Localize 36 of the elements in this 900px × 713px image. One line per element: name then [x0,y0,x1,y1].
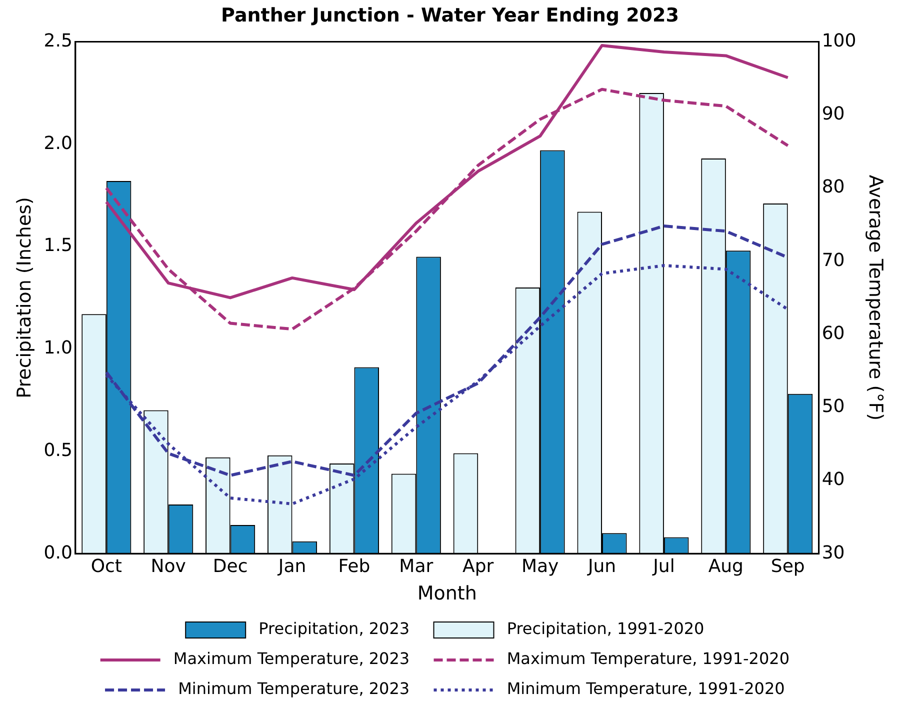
y-tick-label: 0.0 [44,542,72,564]
x-tick-label: Mar [399,556,434,578]
y2-tick-label: 50 [822,396,845,418]
y2-axis-title: Average Temperature (°F) [864,174,887,421]
x-tick-label: Sep [770,556,805,578]
legend-label: Maximum Temperature, 1991-2020 [502,649,800,668]
x-tick-label: Feb [338,556,370,578]
x-tick-label: Dec [212,556,248,578]
y2-tick-label: 60 [822,322,845,344]
x-tick-label: Jun [586,556,616,578]
chart-title: Panther Junction - Water Year Ending 2023 [221,4,679,26]
y2-tick-label: 90 [822,104,845,125]
y2-tick-label: 80 [822,176,845,198]
legend-label: Precipitation, 1991-2020 [502,619,714,638]
y-tick-label: 2.0 [44,132,72,154]
y-tick-label: 1.5 [44,235,72,256]
y2-tick-label: 70 [822,250,845,271]
y-tick-label: 1.0 [44,338,72,359]
x-tick-label: Jul [652,556,675,578]
legend-label: Minimum Temperature, 1991-2020 [502,679,795,698]
x-tick-label: Oct [90,556,122,578]
x-tick-label: May [521,556,560,578]
y-tick-label: 2.5 [44,30,72,52]
y2-tick-label: 30 [822,542,845,564]
x-tick-label: Jan [277,556,306,578]
legend-label: Minimum Temperature, 2023 [173,679,420,698]
x-tick-label: Aug [708,556,744,578]
y2-tick-label: 40 [822,469,845,490]
y-axis-title: Precipitation (Inches) [13,197,36,398]
x-axis-title: Month [417,582,477,605]
x-tick-label: Nov [150,556,186,578]
y2-tick-label: 100 [822,30,856,52]
legend-label: Precipitation, 2023 [254,619,420,638]
legend-label: Maximum Temperature, 2023 [168,649,420,668]
y-tick-label: 0.5 [44,440,72,461]
x-tick-label: Apr [462,556,494,578]
